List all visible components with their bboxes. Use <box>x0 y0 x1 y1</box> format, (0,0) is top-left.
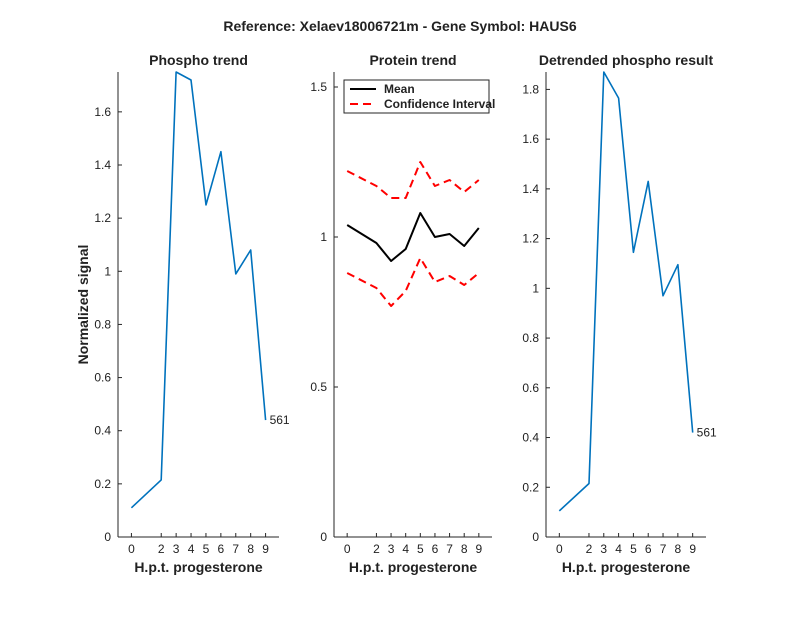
y-tick-label: 1.4 <box>94 158 111 172</box>
x-tick-label: 7 <box>232 542 239 556</box>
x-tick-label: 3 <box>600 542 607 556</box>
chart-panel-1: Phospho trend H.p.t. progesterone Normaliz… <box>75 52 290 575</box>
x-axis-label: H.p.t. progesterone <box>134 559 263 575</box>
x-tick-label: 0 <box>128 542 135 556</box>
y-tick-label: 1.6 <box>94 105 111 119</box>
chart-panel-2: Protein trend H.p.t. progesterone 0 2 3 4 5 6 7 8… <box>310 52 495 575</box>
y-axis-label: Normalized signal <box>75 245 91 365</box>
y-tick-label: 0.2 <box>522 480 539 494</box>
series-line-1 <box>346 161 480 199</box>
x-tick-label: 2 <box>373 542 380 556</box>
y-tick-label: 1.2 <box>94 211 111 225</box>
y-tick-label: 1.2 <box>522 232 539 246</box>
y-tick-label: 1 <box>104 264 111 278</box>
y-tick-label: 1.6 <box>522 132 539 146</box>
y-tick-label: 1.8 <box>522 82 539 96</box>
series-line-0 <box>346 212 480 262</box>
x-tick-label: 8 <box>461 542 468 556</box>
chart-title: Detrended phospho result <box>539 52 714 68</box>
y-tick-label: 1.4 <box>522 182 539 196</box>
y-tick-label: 0 <box>532 530 539 544</box>
x-tick-label: 9 <box>262 542 269 556</box>
series-line-0 <box>130 71 267 509</box>
x-tick-label: 6 <box>218 542 225 556</box>
x-tick-label: 7 <box>660 542 667 556</box>
y-tick-label: 1.5 <box>310 80 327 94</box>
x-axis-label: H.p.t. progesterone <box>562 559 691 575</box>
x-tick-label: 4 <box>188 542 195 556</box>
x-tick-label: 3 <box>173 542 180 556</box>
x-axis-label: H.p.t. progesterone <box>349 559 478 575</box>
y-tick-label: 1 <box>320 230 327 244</box>
panels: Phospho trend H.p.t. progesterone Normaliz… <box>75 52 717 575</box>
point-label: 561 <box>270 413 290 427</box>
y-tick-label: 0.6 <box>94 371 111 385</box>
x-tick-label: 9 <box>475 542 482 556</box>
x-tick-label: 9 <box>689 542 696 556</box>
x-tick-label: 5 <box>630 542 637 556</box>
x-tick-label: 8 <box>675 542 682 556</box>
x-tick-label: 2 <box>158 542 165 556</box>
y-tick-label: 0.4 <box>94 424 111 438</box>
x-tick-label: 6 <box>645 542 652 556</box>
x-tick-label: 7 <box>446 542 453 556</box>
y-tick-label: 0 <box>104 530 111 544</box>
x-tick-label: 5 <box>203 542 210 556</box>
legend-box <box>343 79 490 114</box>
point-label: 561 <box>697 426 717 440</box>
y-tick-label: 0.8 <box>522 331 539 345</box>
x-tick-label: 8 <box>247 542 254 556</box>
x-tick-label: 5 <box>417 542 424 556</box>
legend-label-1: Confidence Interval <box>384 97 495 111</box>
y-tick-label: 1 <box>532 281 539 295</box>
x-tick-label: 3 <box>388 542 395 556</box>
chart-title: Phospho trend <box>149 52 248 68</box>
x-tick-label: 0 <box>556 542 563 556</box>
figure-title: Reference: Xelaev18006721m - Gene Symbol… <box>223 18 576 34</box>
x-tick-label: 4 <box>615 542 622 556</box>
chart-panel-3: Detrended phospho result H.p.t. progester… <box>522 52 717 575</box>
series-line-0 <box>558 71 694 512</box>
x-tick-label: 6 <box>432 542 439 556</box>
y-tick-label: 0 <box>320 530 327 544</box>
chart-title: Protein trend <box>369 52 456 68</box>
y-tick-label: 0.2 <box>94 477 111 491</box>
x-tick-label: 4 <box>402 542 409 556</box>
x-tick-label: 2 <box>586 542 593 556</box>
y-tick-label: 0.5 <box>310 380 327 394</box>
series-line-2 <box>346 257 480 307</box>
x-tick-label: 0 <box>344 542 351 556</box>
y-tick-label: 0.8 <box>94 317 111 331</box>
y-tick-label: 0.4 <box>522 431 539 445</box>
legend-label-0: Mean <box>384 82 415 96</box>
y-tick-label: 0.6 <box>522 381 539 395</box>
